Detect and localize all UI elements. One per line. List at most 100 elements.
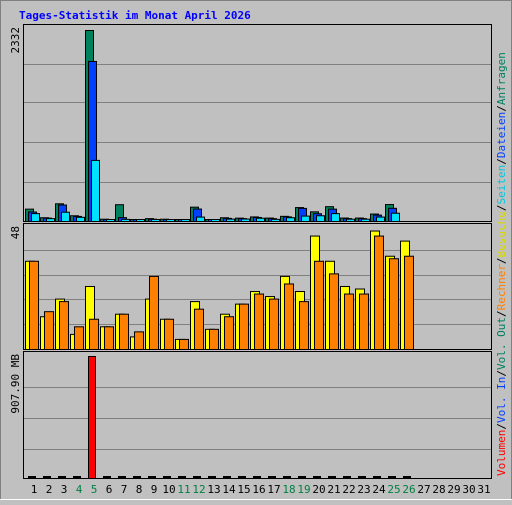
bar-visits-rechner-day-12: [194, 308, 204, 350]
bar-visits-rechner-day-13: [209, 328, 219, 351]
legend-rechner: Rechner: [495, 264, 508, 311]
bar-volume-volumen-day-4: [73, 476, 81, 479]
x-tick-label-day-10: 10: [162, 483, 175, 496]
x-tick-label-day-13: 13: [207, 483, 220, 496]
bar-visits-rechner-day-2: [44, 311, 54, 350]
bar-volume-volumen-day-19: [298, 476, 306, 479]
bar-requests-seiten-day-5: [91, 159, 100, 222]
x-tick-label-day-5: 5: [91, 483, 98, 496]
x-tick-label-day-26: 26: [402, 483, 415, 496]
bar-visits-rechner-day-6: [104, 326, 114, 350]
bar-requests-seiten-day-21: [331, 213, 340, 223]
bar-volume-volumen-day-8: [133, 476, 141, 479]
legend-separator: /: [495, 105, 508, 112]
x-tick-label-day-11: 11: [177, 483, 190, 496]
legend-anfragen: Anfragen: [495, 52, 508, 105]
x-tick-label-day-6: 6: [106, 483, 113, 496]
bar-requests-seiten-day-20: [316, 215, 325, 222]
bar-requests-seiten-day-15: [241, 218, 250, 222]
x-tick-label-day-12: 12: [192, 483, 205, 496]
x-tick-label-day-2: 2: [46, 483, 53, 496]
bar-volume-volumen-day-11: [178, 476, 186, 479]
bar-visits-rechner-day-7: [119, 313, 129, 351]
bar-volume-volumen-day-14: [223, 476, 231, 479]
x-tick-label-day-27: 27: [417, 483, 430, 496]
bar-requests-seiten-day-6: [106, 219, 115, 222]
legend-separator: /: [495, 423, 508, 430]
legend-separator: /: [495, 310, 508, 317]
bar-visits-rechner-day-18: [284, 283, 294, 351]
ymax-label-volume: 907.90 MB: [9, 354, 22, 414]
legend-dateien: Dateien: [495, 112, 508, 158]
bar-visits-rechner-day-3: [59, 301, 69, 350]
bar-volume-volumen-day-1: [28, 476, 36, 479]
bar-volume-volumen-day-16: [253, 476, 261, 479]
bar-volume-volumen-day-10: [163, 476, 171, 479]
bar-volume-volumen-day-13: [208, 476, 216, 479]
bar-visits-rechner-day-10: [164, 318, 174, 350]
bar-volume-volumen-day-24: [373, 476, 381, 479]
bar-visits-rechner-day-8: [134, 331, 144, 350]
bar-requests-seiten-day-22: [346, 218, 355, 223]
bar-visits-rechner-day-1: [29, 260, 39, 351]
bar-volume-volumen-day-20: [313, 476, 321, 479]
legend-besuche: Besuche: [495, 211, 508, 257]
x-tick-label-day-17: 17: [267, 483, 280, 496]
x-tick-label-day-22: 22: [342, 483, 355, 496]
bar-visits-rechner-day-9: [149, 275, 159, 351]
bar-requests-seiten-day-3: [61, 211, 70, 223]
bar-requests-seiten-day-18: [286, 217, 295, 223]
bar-volume-volumen-day-17: [268, 476, 276, 479]
bar-volume-volumen-day-23: [358, 476, 366, 479]
ymax-label-visits: 48: [9, 226, 22, 239]
legend-volumen: Volumen: [495, 430, 508, 476]
bar-volume-volumen-day-6: [103, 476, 111, 479]
bar-requests-seiten-day-2: [46, 218, 55, 222]
x-tick-label-day-1: 1: [31, 483, 38, 496]
bar-volume-volumen-day-3: [58, 476, 66, 479]
x-tick-label-day-18: 18: [282, 483, 295, 496]
bar-requests-seiten-day-25: [391, 212, 400, 223]
bar-requests-seiten-day-13: [211, 219, 220, 222]
bar-visits-rechner-day-16: [254, 293, 264, 350]
bar-visits-rechner-day-21: [329, 273, 339, 350]
legend-vol-out: Vol. Out: [495, 317, 508, 370]
x-tick-label-day-21: 21: [327, 483, 340, 496]
x-tick-label-day-28: 28: [432, 483, 445, 496]
bar-requests-seiten-day-19: [301, 215, 310, 223]
legend-separator: /: [495, 204, 508, 211]
bar-requests-seiten-day-1: [31, 213, 40, 223]
bar-volume-volumen-day-5: [88, 356, 96, 479]
bar-volume-volumen-day-7: [118, 476, 126, 479]
legend-separator: /: [495, 370, 508, 377]
bar-volume-volumen-day-12: [193, 476, 201, 479]
legend-seiten: Seiten: [495, 165, 508, 205]
x-tick-label-day-25: 25: [387, 483, 400, 496]
x-tick-label-day-4: 4: [76, 483, 83, 496]
x-tick-label-day-14: 14: [222, 483, 236, 496]
bar-requests-seiten-day-16: [256, 217, 265, 223]
bar-visits-rechner-day-5: [89, 318, 99, 350]
ymax-label-requests: 2332: [9, 27, 22, 54]
bar-requests-seiten-day-23: [361, 218, 370, 223]
bar-requests-seiten-day-8: [136, 219, 145, 222]
bar-requests-seiten-day-7: [121, 218, 130, 223]
bar-visits-rechner-day-22: [344, 293, 354, 350]
right-legend: Volumen/Vol. In/Vol. Out/Rechner/Besuche…: [495, 52, 508, 476]
x-tick-label-day-24: 24: [372, 483, 386, 496]
x-tick-label-day-23: 23: [357, 483, 370, 496]
legend-separator: /: [495, 257, 508, 264]
x-tick-label-day-16: 16: [252, 483, 265, 496]
x-tick-label-day-8: 8: [136, 483, 143, 496]
bar-requests-seiten-day-17: [271, 218, 280, 223]
bar-visits-rechner-day-23: [359, 293, 369, 350]
bar-requests-seiten-day-4: [76, 216, 85, 222]
bar-visits-rechner-day-26: [404, 255, 414, 350]
bar-visits-rechner-day-15: [239, 303, 249, 350]
bar-requests-seiten-day-12: [196, 216, 205, 223]
bar-visits-rechner-day-14: [224, 316, 234, 350]
bar-volume-volumen-day-21: [328, 476, 336, 479]
bar-requests-seiten-day-11: [181, 219, 190, 222]
